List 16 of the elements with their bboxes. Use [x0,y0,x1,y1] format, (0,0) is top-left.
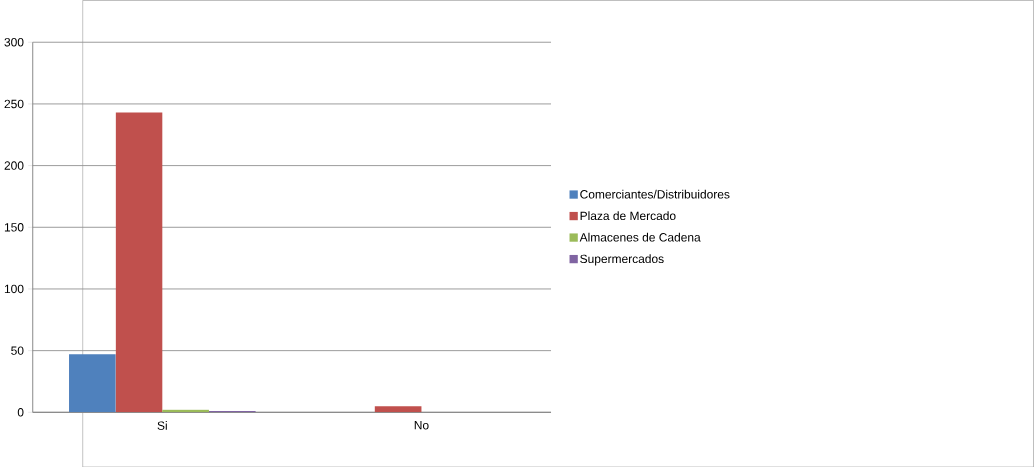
bar [374,405,422,413]
x-tick-label: Si [157,420,167,430]
y-tick-label: 250 [4,99,24,108]
y-tick-label: 0 [17,407,24,417]
x-tick-label: No [414,420,429,430]
bar [69,354,116,413]
y-tick-label: 200 [4,161,24,170]
y-tick-label: 50 [11,346,24,355]
y-tick-label: 300 [4,37,24,47]
legend-label: Supermercados [580,254,664,266]
legend-label: Plaza de Mercado [580,211,676,220]
y-tick-label: 100 [4,284,24,293]
bar [115,112,163,413]
y-tick-label: 150 [4,222,24,232]
legend-label: Almacenes de Cadena [579,232,701,242]
legend-label: Comerciantes/Distribuidores [580,189,730,199]
